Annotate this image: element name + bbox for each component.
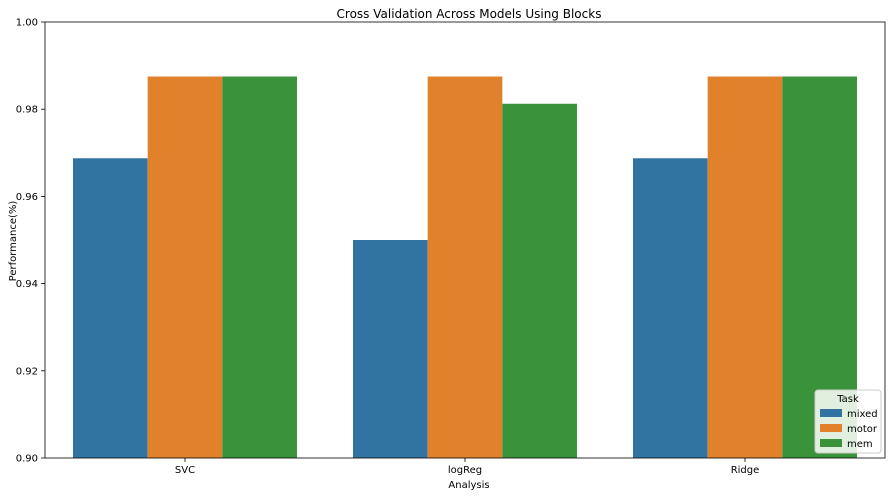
y-tick-label: 0.90	[16, 454, 38, 465]
legend-box	[814, 389, 882, 454]
bar-mixed-logReg	[353, 240, 428, 458]
bar-mem-SVC	[222, 76, 297, 458]
legend-swatch-mixed	[820, 409, 842, 417]
chart-title: Cross Validation Across Models Using Blo…	[337, 7, 602, 21]
bar-motor-Ridge	[707, 76, 783, 458]
x-ticks-group: SVC logReg Ridge	[175, 458, 759, 476]
legend-swatch-motor	[820, 424, 842, 432]
y-tick-label: 0.98	[16, 105, 38, 116]
legend-swatch-mem	[820, 439, 842, 447]
legend: Task mixed motor mem	[814, 389, 882, 454]
bar-mixed-Ridge	[633, 158, 708, 458]
y-tick-label: 1.00	[16, 18, 38, 29]
y-ticks-group: 0.90 0.92 0.94 0.96 0.98 1.00	[16, 18, 45, 465]
legend-label-motor: motor	[847, 424, 878, 435]
y-axis-label: Performance(%)	[8, 201, 19, 282]
legend-title: Task	[836, 394, 859, 405]
legend-label-mem: mem	[847, 439, 873, 450]
y-tick-label: 0.96	[16, 192, 38, 203]
y-tick-label: 0.94	[16, 279, 38, 290]
bar-motor-SVC	[147, 76, 223, 458]
bar-mixed-SVC	[73, 158, 148, 458]
x-tick-label: logReg	[448, 465, 482, 476]
x-axis-label: Analysis	[448, 480, 489, 491]
y-tick-label: 0.92	[16, 366, 38, 377]
bar-motor-logReg	[427, 76, 503, 458]
x-tick-label: Ridge	[731, 465, 760, 476]
x-tick-label: SVC	[175, 465, 195, 476]
bar-mem-logReg	[502, 103, 577, 458]
bars-group	[73, 76, 857, 458]
legend-label-mixed: mixed	[847, 409, 878, 420]
